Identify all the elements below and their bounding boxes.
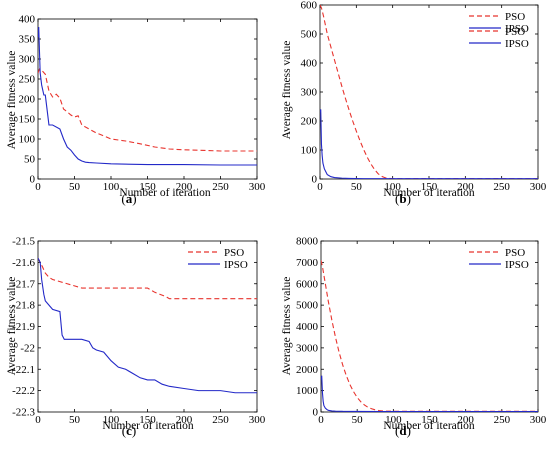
x-tick-label: 150 — [139, 414, 156, 426]
y-tick-label: 500 — [301, 29, 318, 41]
x-tick-label: 0 — [318, 414, 324, 426]
y-tick-label: 400 — [19, 14, 36, 26]
series-line-pso — [321, 260, 538, 412]
x-tick-label: 250 — [494, 414, 511, 426]
y-tick-label: -21.7 — [12, 278, 35, 290]
x-tick-label: 150 — [139, 181, 156, 193]
y-tick-label: 100 — [301, 145, 318, 157]
x-tick-label: 50 — [352, 414, 364, 426]
legend-label-ipso: IPSO — [224, 259, 248, 271]
x-tick-label: 300 — [530, 181, 547, 193]
y-tick-label: 50 — [24, 154, 36, 166]
x-tick-label: 200 — [457, 414, 474, 426]
series-line-ipso — [38, 26, 257, 166]
y-tick-label: 350 — [19, 34, 36, 46]
panel-caption: (c) — [122, 423, 136, 438]
y-tick-label: 200 — [19, 94, 36, 106]
plot-frame — [37, 18, 258, 180]
x-axis-label: Number of iteration — [102, 420, 194, 432]
x-tick-label: 300 — [530, 414, 547, 426]
x-tick-label: 100 — [384, 181, 401, 193]
x-tick-label: 150 — [421, 181, 438, 193]
legend-label-pso: PSO — [505, 26, 525, 38]
y-tick-label: 400 — [301, 58, 318, 70]
x-tick-label: 50 — [351, 181, 363, 193]
x-tick-label: 50 — [69, 181, 81, 193]
y-tick-label: 3000 — [296, 342, 319, 354]
x-tick-label: 0 — [35, 181, 41, 193]
y-tick-label: -22.2 — [12, 385, 35, 397]
y-tick-label: 200 — [301, 116, 318, 128]
legend-label-pso: PSO — [505, 11, 525, 23]
x-tick-label: 150 — [421, 414, 438, 426]
y-axis-label: Average fitness value — [281, 41, 293, 140]
chart-panel-c: 0 50 100 150 200 250 300 -21.5 -21.6 -21.7 -21.8 -2… — [6, 236, 266, 439]
series-line-pso — [38, 68, 257, 152]
legend-label-pso: PSO — [224, 247, 244, 259]
y-tick-label: 100 — [19, 134, 36, 146]
x-tick-label: 0 — [317, 181, 323, 193]
chart-panel-a: 0 50 100 150 200 250 300 0 50 100 150 200 250 300 350 4… — [6, 14, 529, 207]
y-tick-label: 300 — [19, 54, 36, 66]
y-tick-label: 0 — [30, 174, 36, 186]
chart-panel-d: 0 50 100 150 200 250 3000100020003000400050006… — [281, 236, 547, 439]
panel-caption: (a) — [121, 191, 136, 206]
y-tick-label: 300 — [301, 87, 318, 99]
y-tick-label: 150 — [19, 114, 36, 126]
x-tick-label: 100 — [385, 414, 402, 426]
legend-label-ipso: IPSO — [505, 38, 529, 50]
x-axis-label: Number of iteration — [383, 420, 475, 432]
y-tick-label: 6000 — [296, 278, 319, 290]
series-line-pso — [38, 257, 257, 300]
x-tick-label: 200 — [176, 414, 193, 426]
x-tick-label: 300 — [249, 181, 266, 193]
y-tick-label: 600 — [301, 0, 318, 12]
y-tick-label: 250 — [19, 74, 36, 86]
series-line-ipso — [38, 257, 257, 394]
legend-label-pso: PSO — [505, 247, 525, 259]
chart-panel-b: 0 50 100 150 200 250 300 0 100 200 300 400 500 600 Num… — [281, 0, 547, 206]
panel-caption: (b) — [395, 191, 411, 206]
y-tick-label: 8000 — [296, 236, 319, 248]
y-tick-label: 0 — [312, 174, 318, 186]
legend-label-ipso: IPSO — [505, 259, 529, 271]
y-tick-label: -22.3 — [12, 407, 35, 419]
y-tick-label: -21.5 — [12, 236, 35, 248]
x-tick-label: 100 — [103, 414, 120, 426]
x-tick-label: 200 — [176, 181, 193, 193]
series-line-ipso — [321, 375, 538, 412]
x-tick-label: 250 — [212, 181, 229, 193]
y-axis-label: Average fitness value — [281, 277, 293, 376]
x-axis-label: Number of iteration — [383, 187, 475, 199]
y-tick-label: -22 — [20, 342, 35, 354]
x-tick-label: 0 — [35, 414, 41, 426]
x-tick-label: 50 — [69, 414, 81, 426]
y-tick-label: 4000 — [296, 321, 319, 333]
legend-label-ipso: IPSO — [505, 23, 529, 35]
y-tick-label: -21.6 — [12, 257, 35, 269]
x-tick-label: 250 — [493, 181, 510, 193]
y-tick-label: 0 — [313, 407, 319, 419]
y-axis-label: Average fitness value — [6, 277, 18, 376]
panel-caption: (d) — [395, 423, 411, 438]
x-tick-label: 200 — [457, 181, 474, 193]
y-tick-label: -21.9 — [12, 321, 35, 333]
x-tick-label: 100 — [103, 181, 120, 193]
y-tick-label: -22.1 — [12, 364, 35, 376]
y-tick-label: 2000 — [296, 364, 319, 376]
y-tick-label: 7000 — [296, 257, 319, 269]
y-tick-label: 1000 — [296, 385, 319, 397]
y-tick-label: 5000 — [296, 300, 319, 312]
x-tick-label: 300 — [249, 414, 266, 426]
x-axis-label: Number of iteration — [119, 187, 211, 199]
x-tick-label: 250 — [212, 414, 229, 426]
y-axis-label: Average fitness value — [6, 51, 18, 150]
series-line-ipso — [320, 109, 538, 179]
y-tick-label: -21.8 — [12, 300, 35, 312]
